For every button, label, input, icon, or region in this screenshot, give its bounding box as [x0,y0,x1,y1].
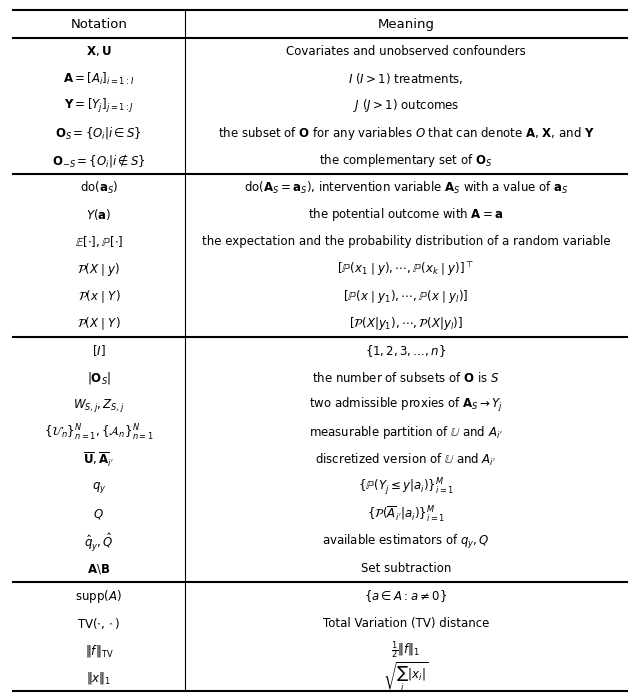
Text: $\mathrm{do}(\mathbf{A}_S = \mathbf{a}_S)$, intervention variable $\mathbf{A}_S$: $\mathrm{do}(\mathbf{A}_S = \mathbf{a}_S… [244,179,568,196]
Text: $J$ $(J > 1)$ outcomes: $J$ $(J > 1)$ outcomes [353,98,460,114]
Text: $\mathbf{A}\backslash\mathbf{B}$: $\mathbf{A}\backslash\mathbf{B}$ [87,562,111,576]
Text: Covariates and unobserved confounders: Covariates and unobserved confounders [286,45,526,58]
Text: $[\mathbb{P}(x_1 \mid y), \cdots, \mathbb{P}(x_k \mid y)]^\top$: $[\mathbb{P}(x_1 \mid y), \cdots, \mathb… [337,260,475,278]
Text: $\sqrt{\sum_i |x_i|}$: $\sqrt{\sum_i |x_i|}$ [383,661,429,694]
Text: $\{\mathbb{P}(Y_j \leq y | a_i)\}_{i=1}^M$: $\{\mathbb{P}(Y_j \leq y | a_i)\}_{i=1}^… [358,477,454,498]
Text: Notation: Notation [70,17,127,31]
Text: $\mathbf{O}_S = \{O_i | i \in S\}$: $\mathbf{O}_S = \{O_i | i \in S\}$ [55,125,142,141]
Text: Set subtraction: Set subtraction [361,562,451,575]
Text: $\mathbf{X}, \mathbf{U}$: $\mathbf{X}, \mathbf{U}$ [86,45,111,59]
Text: available estimators of $q_y, Q$: available estimators of $q_y, Q$ [322,533,490,551]
Text: $\{\mathcal{P}(\overline{A}_{i'} | a_i)\}_{i=1}^M$: $\{\mathcal{P}(\overline{A}_{i'} | a_i)\… [367,505,445,524]
Text: the potential outcome with $\mathbf{A} = \mathbf{a}$: the potential outcome with $\mathbf{A} =… [308,206,504,223]
Text: discretized version of $\mathbb{U}$ and $A_{i'}$: discretized version of $\mathbb{U}$ and … [316,452,497,468]
Text: $[\mathcal{P}(X|y_1), \cdots, \mathcal{P}(X|y_l)]$: $[\mathcal{P}(X|y_1), \cdots, \mathcal{P… [349,315,463,332]
Text: the complementary set of $\mathbf{O}_S$: the complementary set of $\mathbf{O}_S$ [319,152,493,169]
Text: $I$ $(I > 1)$ treatments,: $I$ $(I > 1)$ treatments, [348,71,464,86]
Text: $[I]$: $[I]$ [92,344,106,358]
Text: $\|f\|_{\mathrm{TV}}$: $\|f\|_{\mathrm{TV}}$ [84,643,113,659]
Text: $W_{S,j}, Z_{S,j}$: $W_{S,j}, Z_{S,j}$ [73,397,125,414]
Text: $\overline{\mathbf{U}}, \overline{\mathbf{A}}_{i'}$: $\overline{\mathbf{U}}, \overline{\mathb… [83,451,115,469]
Text: $[\mathbb{P}(x \mid y_1), \cdots, \mathbb{P}(x \mid y_l)]$: $[\mathbb{P}(x \mid y_1), \cdots, \mathb… [343,288,468,305]
Text: $\mathbf{O}_{-S} = \{O_i | i \notin S\}$: $\mathbf{O}_{-S} = \{O_i | i \notin S\}$ [52,152,146,169]
Text: $\mathrm{supp}(A)$: $\mathrm{supp}(A)$ [76,588,122,604]
Text: $\{a \in A : a \neq 0\}$: $\{a \in A : a \neq 0\}$ [364,588,447,604]
Text: $\mathrm{TV}(\cdot, \cdot)$: $\mathrm{TV}(\cdot, \cdot)$ [77,616,120,631]
Text: $\mathcal{P}(X \mid Y)$: $\mathcal{P}(X \mid Y)$ [77,315,121,332]
Text: $\frac{1}{2}\|f\|_1$: $\frac{1}{2}\|f\|_1$ [392,640,420,661]
Text: Total Variation (TV) distance: Total Variation (TV) distance [323,617,489,630]
Text: the subset of $\mathbf{O}$ for any variables $O$ that can denote $\mathbf{A}$, $: the subset of $\mathbf{O}$ for any varia… [218,125,595,141]
Text: $|\mathbf{O}_S|$: $|\mathbf{O}_S|$ [87,370,111,386]
Text: $\|x\|_1$: $\|x\|_1$ [86,670,111,686]
Text: $Y(\mathbf{a})$: $Y(\mathbf{a})$ [86,207,111,222]
Text: Meaning: Meaning [378,17,435,31]
Text: $q_y$: $q_y$ [92,480,106,495]
Text: $Q$: $Q$ [93,507,104,521]
Text: two admissible proxies of $\mathbf{A}_S \rightarrow Y_j$: two admissible proxies of $\mathbf{A}_S … [309,397,503,415]
Text: $\{\mathcal{U}_n\}_{n=1}^N, \{\mathcal{A}_n\}_{n=1}^N$: $\{\mathcal{U}_n\}_{n=1}^N, \{\mathcal{A… [44,422,154,443]
Text: the expectation and the probability distribution of a random variable: the expectation and the probability dist… [202,236,611,249]
Text: $\mathbb{E}[\cdot], \mathbb{P}[\cdot]$: $\mathbb{E}[\cdot], \mathbb{P}[\cdot]$ [75,234,123,250]
Text: measurable partition of $\mathbb{U}$ and $A_{i'}$: measurable partition of $\mathbb{U}$ and… [309,424,503,441]
Text: the number of subsets of $\mathbf{O}$ is $S$: the number of subsets of $\mathbf{O}$ is… [312,372,500,385]
Text: $\{1, 2, 3, \ldots, n\}$: $\{1, 2, 3, \ldots, n\}$ [365,343,447,359]
Text: $\mathcal{P}(x \mid Y)$: $\mathcal{P}(x \mid Y)$ [77,288,120,305]
Text: $\mathcal{P}(X \mid y)$: $\mathcal{P}(X \mid y)$ [77,261,120,277]
Text: $\mathbf{A} = [A_i]_{i=1:I}$: $\mathbf{A} = [A_i]_{i=1:I}$ [63,70,134,86]
Text: $\hat{q}_y, \hat{Q}$: $\hat{q}_y, \hat{Q}$ [84,530,114,553]
Text: $\mathbf{Y} = [Y_j]_{j=1:J}$: $\mathbf{Y} = [Y_j]_{j=1:J}$ [64,97,134,115]
Text: $\mathrm{do}(\mathbf{a}_S)$: $\mathrm{do}(\mathbf{a}_S)$ [79,179,118,196]
